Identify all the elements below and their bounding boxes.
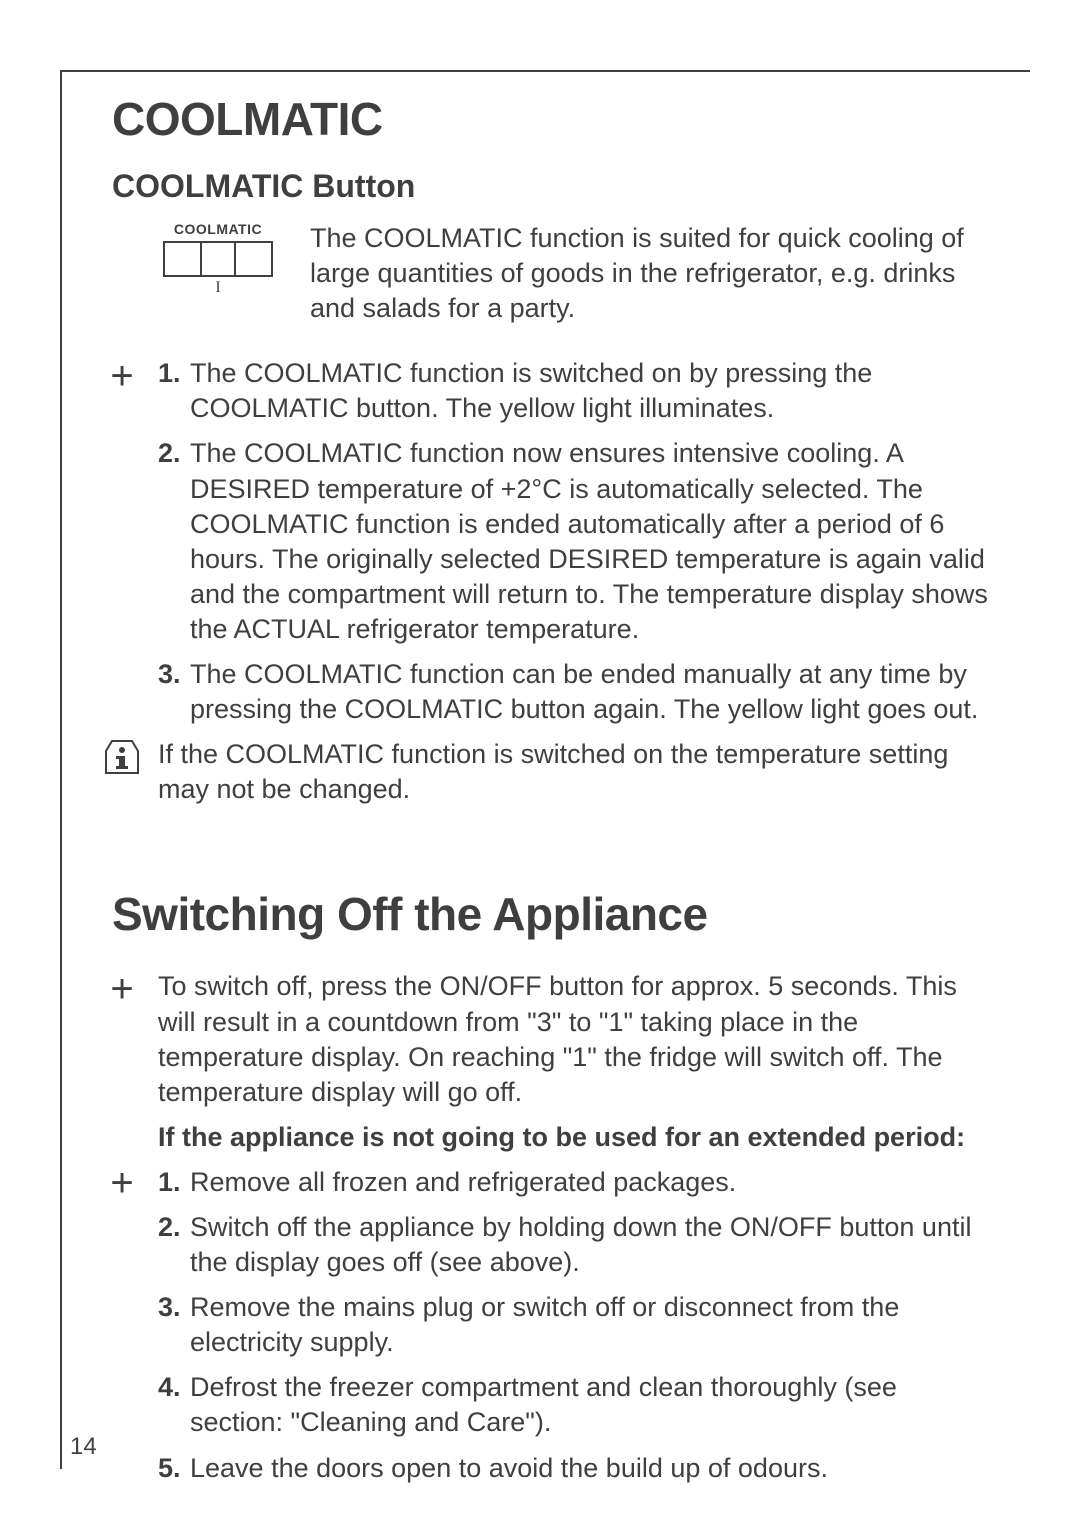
heading-coolmatic: COOLMATIC [112, 92, 990, 146]
switchoff-note-heading: If the appliance is not going to be used… [158, 1120, 990, 1155]
switchoff-steps-list: Remove all frozen and refrigerated packa… [158, 1165, 990, 1486]
coolmatic-steps-list: The COOLMATIC function is switched on by… [158, 356, 990, 727]
switchoff-steps-block: + Remove all frozen and refrigerated pac… [112, 1165, 990, 1486]
manual-page: COOLMATIC COOLMATIC Button COOLMATIC I T… [60, 70, 1030, 1469]
list-item: Leave the doors open to avoid the build … [158, 1451, 990, 1486]
coolmatic-intro-text: The COOLMATIC function is suited for qui… [310, 221, 990, 326]
list-item: Remove all frozen and refrigerated packa… [158, 1165, 990, 1200]
list-item: The COOLMATIC function is switched on by… [158, 356, 990, 426]
list-item: Defrost the freezer compartment and clea… [158, 1370, 990, 1440]
button-graphic-label: COOLMATIC [158, 221, 278, 237]
plus-icon: + [100, 356, 144, 396]
heading-switchoff: Switching Off the Appliance [112, 887, 990, 941]
switchoff-procedure-block: + To switch off, press the ON/OFF button… [112, 969, 990, 1154]
coolmatic-button-graphic: COOLMATIC I [158, 221, 278, 297]
plus-icon: + [100, 969, 144, 1009]
info-icon [100, 737, 144, 782]
button-rect-icon [163, 241, 273, 277]
list-item: Switch off the appliance by holding down… [158, 1210, 990, 1280]
plus-icon: + [100, 1163, 144, 1203]
list-item: The COOLMATIC function can be ended manu… [158, 657, 990, 727]
coolmatic-intro-row: COOLMATIC I The COOLMATIC function is su… [158, 221, 990, 326]
coolmatic-info-note: If the COOLMATIC function is switched on… [158, 737, 990, 807]
switchoff-procedure: To switch off, press the ON/OFF button f… [158, 969, 990, 1109]
coolmatic-steps-block: + The COOLMATIC function is switched on … [112, 356, 990, 727]
list-item: The COOLMATIC function now ensures inten… [158, 436, 990, 647]
subheading-coolmatic-button: COOLMATIC Button [112, 168, 990, 205]
page-number: 14 [70, 1433, 97, 1461]
button-graphic-sublabel: I [158, 279, 278, 297]
list-item: Remove the mains plug or switch off or d… [158, 1290, 990, 1360]
coolmatic-info-block: If the COOLMATIC function is switched on… [112, 737, 990, 807]
